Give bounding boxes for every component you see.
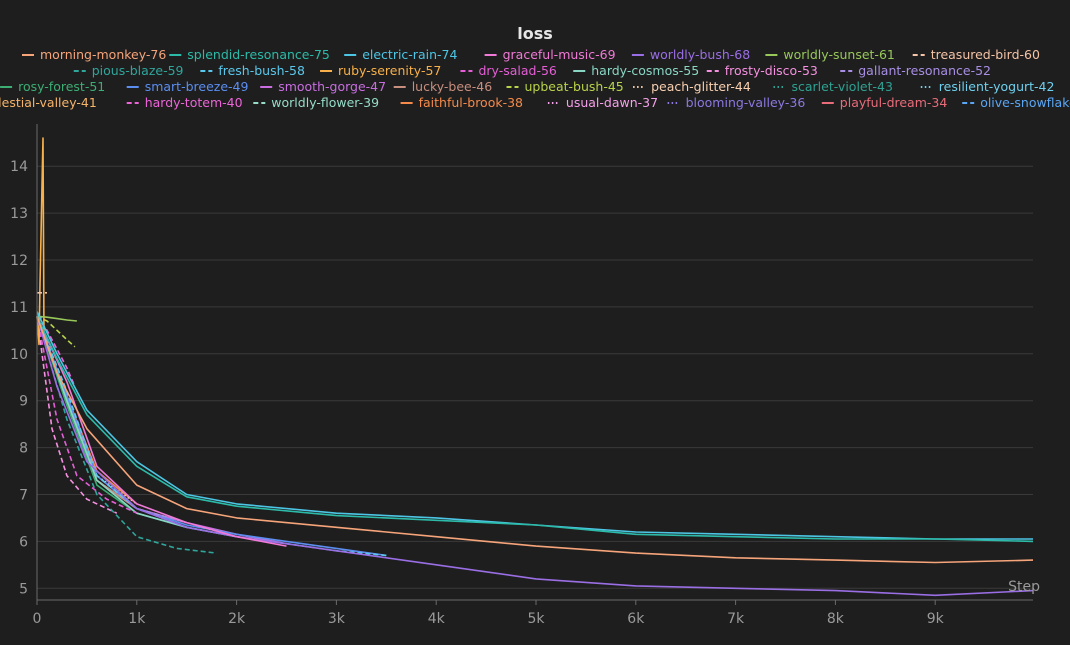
- series-lines: [36, 137, 1034, 597]
- series-line-ruby-serenity-57: [36, 137, 45, 346]
- legend-label-celestial-valley-41: celestial-valley-41: [0, 95, 97, 110]
- x-tick-label-1: 1k: [128, 611, 146, 627]
- legend-label-rosy-forest-51: rosy-forest-51: [18, 79, 105, 94]
- legend-label-treasured-bird-60: treasured-bird-60: [931, 47, 1040, 62]
- x-tick-label-9: 9k: [927, 611, 945, 627]
- x-axis-label: Step: [1008, 579, 1040, 595]
- series-line-dry-salad-56: [36, 316, 138, 514]
- x-tick-label-2: 2k: [228, 611, 246, 627]
- y-tick-label-0: 5: [19, 581, 28, 597]
- grid: [37, 165, 1033, 589]
- series-line-worldly-sunset-61: [36, 315, 77, 322]
- legend-label-fresh-bush-58: fresh-bush-58: [218, 63, 305, 78]
- legend-label-smart-breeze-49: smart-breeze-49: [145, 79, 249, 94]
- y-tick-label-6: 11: [10, 300, 28, 316]
- series-line-electric-rain-74: [36, 311, 1033, 540]
- y-tick-label-5: 10: [10, 347, 28, 363]
- x-tick-label-6: 6k: [627, 611, 645, 627]
- legend-label-ruby-serenity-57: ruby-serenity-57: [338, 63, 441, 78]
- legend-label-graceful-music-69: graceful-music-69: [503, 47, 616, 62]
- y-tick-label-7: 12: [10, 253, 28, 269]
- legend-label-usual-dawn-37: usual-dawn-37: [566, 95, 658, 110]
- series-line-playful-dream-34: [36, 316, 138, 510]
- series-line-frosty-disco-53: [36, 316, 118, 514]
- legend-label-blooming-valley-36: blooming-valley-36: [686, 95, 806, 110]
- legend-label-scarlet-violet-43: scarlet-violet-43: [792, 79, 893, 94]
- legend-label-pious-blaze-59: pious-blaze-59: [92, 63, 184, 78]
- series-line-pious-blaze-59: [36, 316, 217, 554]
- series-line-graceful-music-69: [36, 315, 287, 547]
- legend-label-worldly-bush-68: worldly-bush-68: [650, 47, 750, 62]
- legend-label-hardy-totem-40: hardy-totem-40: [145, 95, 243, 110]
- chart-title: loss: [517, 24, 553, 43]
- series-line-rosy-forest-51: [36, 316, 187, 529]
- y-tick-label-3: 8: [19, 441, 28, 457]
- legend-label-smooth-gorge-47: smooth-gorge-47: [278, 79, 386, 94]
- legend-label-splendid-resonance-75: splendid-resonance-75: [187, 47, 330, 62]
- series-line-fresh-bush-58: [36, 316, 387, 557]
- series-line-splendid-resonance-75: [36, 315, 1034, 543]
- y-tick-label-4: 9: [19, 394, 28, 410]
- y-tick-label-1: 6: [19, 534, 28, 550]
- legend-label-worldly-flower-39: worldly-flower-39: [271, 95, 379, 110]
- legend-label-upbeat-bush-45: upbeat-bush-45: [525, 79, 624, 94]
- legend-label-peach-glitter-44: peach-glitter-44: [651, 79, 751, 94]
- series-line-blooming-valley-36: [36, 316, 138, 510]
- series-line-resilient-yogurt-42: [36, 316, 138, 510]
- y-tick-label-2: 7: [19, 487, 28, 503]
- legend-label-hardy-cosmos-55: hardy-cosmos-55: [591, 63, 699, 78]
- legend-label-morning-monkey-76: morning-monkey-76: [40, 47, 166, 62]
- series-line-celestial-valley-41: [36, 316, 138, 510]
- x-tick-label-4: 4k: [428, 611, 446, 627]
- x-tick-label-0: 0: [33, 611, 42, 627]
- series-line-morning-monkey-76: [36, 316, 1034, 564]
- series-line-worldly-bush-68: [36, 316, 1034, 597]
- legend-label-lucky-bee-46: lucky-bee-46: [412, 79, 493, 94]
- axes: 0 1k 2k 3k 4k 5k 6k 7k 8k 9k 5 6 7 8 9 10 11 12 13 14 Step: [10, 124, 1040, 627]
- y-tick-label-8: 13: [10, 206, 28, 222]
- x-tick-label-8: 8k: [827, 611, 845, 627]
- x-tick-label-3: 3k: [328, 611, 346, 627]
- legend-label-dry-salad-56: dry-salad-56: [478, 63, 556, 78]
- y-tick-label-9: 14: [10, 159, 28, 175]
- series-line-scarlet-violet-43: [36, 316, 138, 510]
- legend-label-electric-rain-74: electric-rain-74: [362, 47, 457, 62]
- series-line-usual-dawn-37: [36, 316, 138, 510]
- series-line-upbeat-bush-45: [36, 315, 76, 348]
- x-tick-label-5: 5k: [527, 611, 545, 627]
- legend-label-frosty-disco-53: frosty-disco-53: [725, 63, 818, 78]
- series-line-worldly-flower-39: [36, 316, 138, 510]
- series-line-smart-breeze-49: [36, 316, 387, 557]
- legend-label-playful-dream-34: playful-dream-34: [840, 95, 948, 110]
- series-line-olive-snowflake-33: [36, 316, 138, 510]
- x-tick-label-7: 7k: [727, 611, 745, 627]
- legend-label-worldly-sunset-61: worldly-sunset-61: [783, 47, 894, 62]
- legend-label-faithful-brook-38: faithful-brook-38: [419, 95, 523, 110]
- legend: morning-monkey-76 splendid-resonance-75 el…: [0, 47, 1070, 110]
- legend-label-olive-snowflake-33: olive-snowflake-33: [980, 95, 1070, 110]
- legend-label-resilient-yogurt-42: resilient-yogurt-42: [939, 79, 1055, 94]
- legend-label-gallant-resonance-52: gallant-resonance-52: [858, 63, 991, 78]
